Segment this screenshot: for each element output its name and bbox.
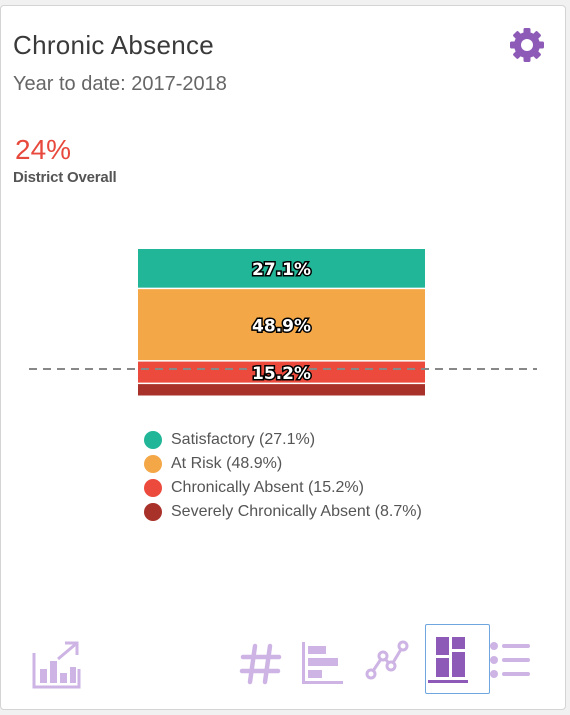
legend-label: Severely Chronically Absent (8.7%)	[171, 503, 422, 520]
legend-swatch	[144, 503, 162, 521]
bar-segment-severely-chronically-absent[interactable]	[138, 384, 425, 396]
gear-icon[interactable]	[507, 25, 547, 65]
legend-label: Satisfactory (27.1%)	[171, 431, 316, 448]
chart-export-icon[interactable]	[31, 639, 83, 691]
bar-segment-label: 48.9%	[252, 316, 311, 336]
card-subtitle: Year to date: 2017-2018	[13, 73, 227, 95]
horizontal-bar-chart-icon[interactable]	[301, 640, 345, 686]
legend-swatch	[144, 455, 162, 473]
legend-swatch	[144, 431, 162, 449]
bar-segment-satisfactory[interactable]	[138, 249, 425, 288]
bar-segment-label: 15.2%	[252, 364, 311, 384]
list-icon[interactable]	[489, 638, 533, 684]
card-title: Chronic Absence	[13, 30, 215, 60]
bar-segment-at-risk[interactable]	[138, 289, 425, 361]
district-overall-label: District Overall	[13, 169, 117, 186]
legend-item[interactable]: Severely Chronically Absent (8.7%)	[144, 500, 422, 524]
stacked-bar-chart-icon[interactable]	[425, 624, 490, 694]
legend-item[interactable]: Chronically Absent (15.2%)	[144, 476, 422, 500]
stacked-bar-chart: 27.1% 48.9% 15.2%	[29, 249, 537, 396]
chart-legend: Satisfactory (27.1%) At Risk (48.9%) Chron…	[144, 428, 422, 524]
bar-segment-chronically-absent[interactable]	[138, 361, 425, 383]
hash-icon[interactable]	[239, 642, 283, 686]
district-overall-value: 24%	[15, 134, 72, 165]
legend-item[interactable]: Satisfactory (27.1%)	[144, 428, 422, 452]
bar-segment-label: 27.1%	[252, 260, 311, 280]
line-chart-icon[interactable]	[363, 638, 409, 684]
legend-label: At Risk (48.9%)	[171, 455, 283, 472]
legend-swatch	[144, 479, 162, 497]
legend-label: Chronically Absent (15.2%)	[171, 479, 364, 496]
legend-item[interactable]: At Risk (48.9%)	[144, 452, 422, 476]
chronic-absence-card: Chronic Absence Year to date: 2017-2018 …	[0, 5, 566, 710]
